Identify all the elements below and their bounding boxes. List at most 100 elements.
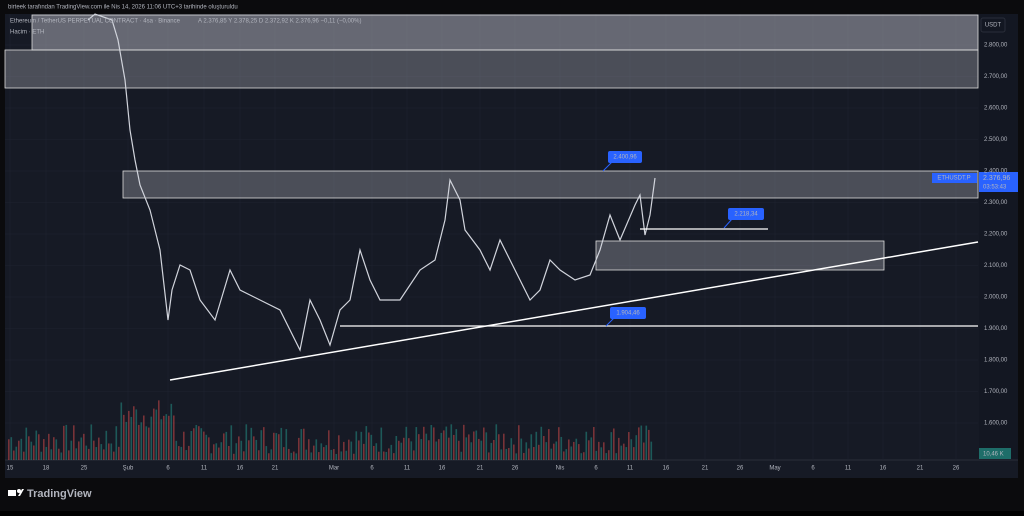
volume-bar — [468, 434, 470, 460]
volume-bar — [580, 453, 583, 460]
attribution: birteek tarafından TradingView.com ile N… — [8, 5, 238, 11]
volume-bar — [235, 443, 238, 460]
volume-bar — [313, 445, 315, 460]
volume-bar — [623, 443, 625, 460]
volume-bar — [263, 427, 265, 460]
annotation-label: 1.904,46 — [616, 311, 640, 317]
legend-volume: Hacim · ETH — [10, 30, 44, 36]
volume-bar — [355, 431, 358, 460]
volume-bar — [143, 415, 145, 460]
volume-bar — [188, 445, 190, 460]
volume-bar — [305, 449, 308, 460]
price-label: 1.700,00 — [984, 389, 1008, 395]
volume-bar — [405, 426, 408, 460]
volume-bar — [200, 428, 203, 460]
volume-bar — [370, 434, 373, 460]
volume-bar — [470, 442, 473, 460]
volume-bar — [573, 441, 575, 460]
volume-bar — [300, 429, 303, 460]
volume-bar — [88, 448, 90, 460]
volume-bar — [525, 442, 528, 460]
time-label: 16 — [439, 466, 446, 472]
zone — [122, 170, 979, 199]
time-axis-labels: 15 18 25 Şub 6 11 16 21 Mar 6 11 16 21 26 Nis 6 11 16 21 26… — [7, 466, 960, 472]
volume-bar — [498, 434, 500, 460]
volume-bar — [383, 451, 385, 460]
volume-bar — [98, 437, 100, 460]
volume-bar — [435, 441, 438, 460]
volume-bar — [358, 440, 360, 460]
volume-bar — [473, 431, 475, 460]
volume-bar — [523, 452, 525, 460]
price-label: 1.800,00 — [984, 358, 1008, 364]
volume-bar — [465, 437, 468, 460]
price-axis — [979, 14, 1018, 460]
time-label: 21 — [917, 466, 924, 472]
volume-bar — [8, 439, 10, 460]
time-label: 16 — [237, 466, 244, 472]
zone — [595, 240, 885, 271]
volume-bar — [53, 437, 55, 460]
volume-bar — [108, 443, 110, 460]
volume-bar — [408, 438, 410, 460]
volume-bar — [123, 414, 125, 460]
volume-bar — [115, 426, 118, 460]
volume-bar — [223, 433, 225, 460]
volume-bar — [605, 453, 608, 460]
volume-bar — [163, 415, 165, 460]
time-label: Şub — [123, 466, 134, 472]
volume-bar — [240, 440, 243, 460]
volume-bar — [168, 415, 170, 460]
volume-bar — [563, 451, 565, 460]
time-label: 11 — [845, 466, 852, 472]
volume-bar — [68, 450, 70, 460]
volume-bar — [375, 443, 378, 460]
volume-bar — [295, 453, 298, 460]
volume-bar — [78, 441, 80, 460]
volume-bar — [205, 434, 208, 460]
volume-bar — [528, 448, 530, 460]
volume-bar — [315, 439, 318, 460]
volume-bar — [583, 452, 585, 460]
legend-ohlc: A 2.376,85 Y 2.378,25 D 2.372,92 K 2.376… — [198, 19, 361, 25]
price-label: 2.400,00 — [984, 169, 1008, 175]
volume-bar — [365, 426, 368, 460]
volume-bar — [593, 426, 595, 460]
volume-bar — [438, 439, 440, 460]
time-label: 6 — [594, 466, 598, 472]
time-label: 21 — [272, 466, 279, 472]
volume-bar — [578, 444, 580, 460]
volume-bar — [508, 447, 510, 460]
currency: USDT — [985, 23, 1002, 29]
trend-line — [169, 241, 979, 381]
price-label: 2.200,00 — [984, 232, 1008, 238]
symbol-tag-text: ETHUSDT.P — [937, 176, 970, 182]
volume-bar — [100, 444, 103, 460]
volume-bar — [155, 409, 158, 460]
zone — [4, 49, 979, 89]
volume-bar — [598, 441, 600, 460]
volume-bar — [325, 445, 328, 460]
time-label: 21 — [477, 466, 484, 472]
volume-bar — [385, 451, 388, 460]
volume-bar — [228, 445, 230, 460]
volume-bar — [13, 450, 15, 460]
volume-bar — [390, 444, 393, 460]
volume-bar — [400, 442, 403, 460]
volume-bar — [245, 424, 248, 460]
volume-bar — [40, 451, 43, 460]
volume-bar — [323, 447, 325, 460]
volume-bar — [335, 453, 338, 460]
volume-bar — [645, 425, 648, 460]
volume-bar — [110, 443, 113, 460]
volume-bar — [618, 437, 620, 460]
time-label: Mar — [329, 466, 339, 472]
volume-bar — [290, 452, 293, 460]
volume-bar — [455, 429, 458, 460]
volume-bar — [170, 403, 173, 460]
volume-bar — [103, 449, 105, 460]
volume-bar — [75, 448, 78, 460]
time-label: 26 — [512, 466, 519, 472]
volume-bar — [60, 452, 63, 460]
annotation: 2.218,34 — [723, 208, 764, 229]
